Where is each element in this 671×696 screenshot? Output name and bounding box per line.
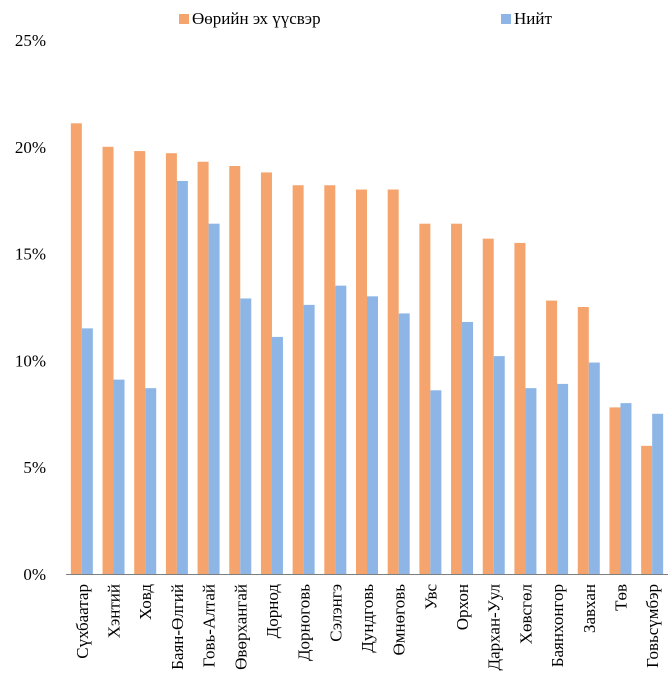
y-tick-label: 20% [15,138,46,157]
bar-series-2 [335,285,347,574]
bar-series-1 [609,407,621,574]
x-tick-label: Говьсүмбэр [643,584,662,668]
y-tick-label: 25% [15,31,46,50]
bar-series-1 [577,307,589,574]
legend-swatch [501,14,511,24]
bar-series-1 [356,189,367,574]
legend-label: Нийт [514,9,552,28]
y-axis: 0% 5% 10% 15% 20% 25% [15,31,46,584]
bar-series-2 [620,403,632,574]
bar-series-1 [260,172,272,574]
x-tick-label: Дорноговь [295,584,314,661]
bar-series-1 [546,300,558,574]
bar-series-1 [70,123,82,574]
bar-series-2 [145,388,157,574]
bar-series-1 [165,153,177,574]
x-tick-label: Говь-Алтай [200,584,219,667]
x-tick-label: Дорнод [263,584,282,639]
legend: Өөрийн эх үүсвэр Нийт [179,9,552,28]
bar-series-1 [641,445,653,574]
bar-series-1 [514,242,526,575]
x-tick-label: Өвөрхангай [231,584,250,670]
x-tick-label: Ховд [136,584,155,620]
x-tick-label: Дундговь [358,584,377,653]
bar-series-1 [482,238,494,574]
bar-series-2 [430,390,442,574]
bar-series-2 [113,379,125,574]
bar-series-2 [588,362,600,574]
bar-series-2 [81,328,93,574]
x-tick-label: Хэнтий [105,584,124,638]
bar-series-2 [271,336,283,574]
bar-series-2 [303,304,315,574]
bar-series-2 [462,321,474,574]
bar-series-2 [176,180,188,574]
bar-series-1 [134,151,146,574]
bar-series-1 [419,223,431,575]
x-tick-label: Увс [421,584,440,610]
x-tick-label: Дархан-Уул [485,583,504,670]
bar-series-1 [324,185,336,575]
legend-label: Өөрийн эх үүсвэр [192,9,321,28]
bar-series-2 [240,298,252,574]
y-tick-label: 5% [23,458,46,477]
bar-series-1 [197,161,209,574]
x-tick-label: Хөвсгөл [516,583,535,644]
y-tick-label: 10% [15,351,46,370]
x-tick-label: Сүхбаатар [73,584,92,659]
bar-series-2 [208,223,220,575]
bar-series-1 [451,223,463,575]
x-tick-label: Баян-Өлгий [168,584,187,670]
bar-series-1 [229,166,241,575]
bar-series-2 [652,413,664,574]
legend-swatch [179,14,189,24]
x-tick-label: Сэлэнгэ [326,584,345,642]
x-tick-label: Орхон [453,584,472,630]
bar-series-2 [493,356,505,574]
bar-series-1 [387,189,399,574]
bar-series-2 [557,383,569,574]
x-tick-label: Завхан [580,584,599,633]
bar-series-1 [102,146,114,575]
y-tick-label: 15% [15,245,46,264]
bar-series-1 [292,185,304,575]
x-axis-labels: Сүхбаатар Хэнтий Ховд Баян-Өлгий Говь-Алтай Ө… [73,583,662,670]
x-tick-label: Баянхонгор [548,584,567,667]
bar-series-2 [525,388,537,574]
bar-series-2 [398,313,410,574]
bars [70,123,664,575]
x-tick-label: Өмнөговь [390,584,409,656]
y-tick-label: 0% [23,565,46,584]
x-tick-label: Төв [611,584,630,611]
bar-series-2 [367,296,378,574]
